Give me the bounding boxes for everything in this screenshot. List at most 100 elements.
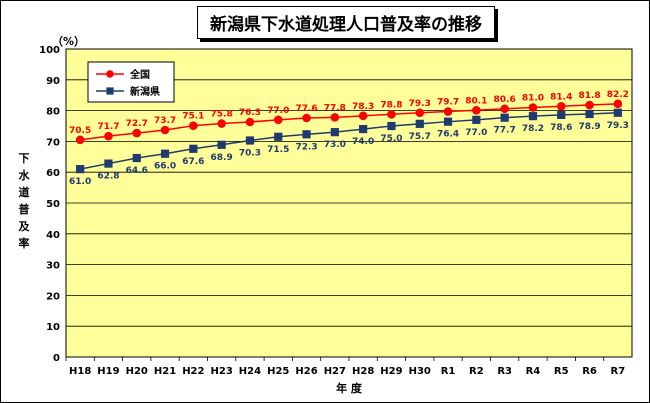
y-axis-title-char: 道 xyxy=(19,185,30,199)
data-label: 72.7 xyxy=(126,119,148,129)
data-label: 75.0 xyxy=(380,134,402,144)
data-point xyxy=(189,144,198,153)
x-tick-label: R4 xyxy=(526,366,541,377)
data-label: 79.3 xyxy=(409,99,431,109)
data-label: 71.5 xyxy=(267,145,289,155)
x-tick-label: R7 xyxy=(611,366,626,377)
x-tick-label: H21 xyxy=(154,366,176,377)
y-tick-label: 20 xyxy=(46,291,60,302)
data-point xyxy=(104,131,113,141)
legend-label: 新潟県 xyxy=(130,85,160,98)
data-label: 62.8 xyxy=(97,172,119,182)
legend-marker xyxy=(106,70,114,78)
data-label: 74.0 xyxy=(352,137,374,147)
data-point xyxy=(217,140,226,149)
data-point xyxy=(613,108,622,117)
data-point xyxy=(76,165,85,174)
y-axis: 0 10 20 30 40 50 60 70 80 90 100 xyxy=(39,45,60,364)
data-point xyxy=(245,136,255,145)
data-label: 75.1 xyxy=(182,112,204,122)
data-label: 70.3 xyxy=(239,148,261,158)
data-label: 73.7 xyxy=(154,116,176,126)
data-label: 77.8 xyxy=(324,103,346,113)
y-tick-label: 80 xyxy=(46,107,60,118)
data-label: 73.0 xyxy=(324,140,346,150)
data-point xyxy=(528,103,538,112)
data-label: 61.0 xyxy=(69,177,91,187)
legend-item: 全国 xyxy=(96,68,150,81)
y-axis-title-char: 及 xyxy=(19,220,31,233)
data-label: 77.0 xyxy=(267,106,289,116)
data-point xyxy=(104,159,113,168)
data-point xyxy=(585,100,594,110)
series-2: 61.0 62.8 64.6 66.0 67.6 68.9 70.3 71.5 72.3 73.0… xyxy=(69,108,629,187)
data-label: 81.0 xyxy=(522,94,544,104)
x-tick-label: R3 xyxy=(497,366,512,377)
y-tick-label: 100 xyxy=(39,45,60,56)
data-point xyxy=(359,124,368,134)
data-label: 81.4 xyxy=(550,92,572,102)
data-label: 76.3 xyxy=(239,108,261,118)
x-tick-label: H27 xyxy=(324,366,346,377)
x-tick-label: H30 xyxy=(409,366,431,377)
data-point xyxy=(160,149,170,158)
data-point xyxy=(500,104,509,114)
legend-label: 全国 xyxy=(129,68,150,81)
data-point xyxy=(330,128,339,137)
data-point xyxy=(358,111,368,121)
data-point xyxy=(528,112,538,121)
y-tick-label: 60 xyxy=(46,168,60,179)
series-1: 70.5 71.7 72.7 73.7 75.1 75.8 76.3 77.0 77.6 77.8… xyxy=(69,90,629,145)
chart-title: 新潟県下水道処理人口普及率の推移 xyxy=(197,6,495,39)
data-point xyxy=(273,115,283,125)
data-point xyxy=(387,121,396,131)
data-point xyxy=(415,108,425,118)
data-point xyxy=(302,130,311,139)
x-tick-label: R2 xyxy=(469,366,484,377)
data-point xyxy=(443,117,453,126)
data-point xyxy=(472,105,481,115)
data-label: 78.9 xyxy=(578,122,600,132)
x-tick-label: H24 xyxy=(239,366,261,377)
data-label: 68.9 xyxy=(211,153,233,163)
y-tick-label: 50 xyxy=(46,199,60,210)
series-layer: 70.5 71.7 72.7 73.7 75.1 75.8 76.3 77.0 77.6 77.8… xyxy=(69,90,629,187)
data-point xyxy=(132,153,141,163)
data-label: 79.3 xyxy=(607,121,629,131)
data-point xyxy=(500,113,509,122)
x-axis-title: 年 度 xyxy=(336,381,363,395)
data-point xyxy=(415,119,424,128)
data-label: 67.6 xyxy=(182,157,204,167)
data-label: 78.8 xyxy=(380,100,402,110)
data-label: 66.0 xyxy=(154,162,176,172)
data-point xyxy=(132,128,142,138)
data-label: 80.1 xyxy=(465,96,487,106)
y-tick-label: 10 xyxy=(46,322,60,333)
x-tick-label: H29 xyxy=(380,366,402,377)
data-label: 82.2 xyxy=(607,90,629,100)
x-tick-label: H28 xyxy=(352,366,374,377)
data-label: 75.8 xyxy=(211,110,233,120)
x-tick-label: H25 xyxy=(267,366,289,377)
y-tick-label: 90 xyxy=(46,76,60,87)
y-axis-title-char: 下 xyxy=(19,152,30,165)
legend-marker xyxy=(106,87,114,95)
data-label: 77.6 xyxy=(295,104,317,114)
data-point xyxy=(274,132,283,141)
data-label: 78.6 xyxy=(550,123,572,133)
x-tick-label: R6 xyxy=(582,366,597,377)
x-tick-label: H20 xyxy=(126,366,148,377)
x-tick-label: R5 xyxy=(554,366,569,377)
y-tick-label: 40 xyxy=(46,230,60,241)
data-label: 79.7 xyxy=(437,98,459,108)
data-point xyxy=(160,125,170,135)
x-tick-label: H23 xyxy=(211,366,233,377)
data-point xyxy=(217,119,226,128)
data-point xyxy=(613,99,623,109)
y-tick-label: 30 xyxy=(46,261,60,272)
series-line xyxy=(80,103,618,141)
data-label: 72.3 xyxy=(295,142,317,152)
x-tick-label: R1 xyxy=(441,366,456,377)
x-tick-label: H26 xyxy=(295,366,317,377)
